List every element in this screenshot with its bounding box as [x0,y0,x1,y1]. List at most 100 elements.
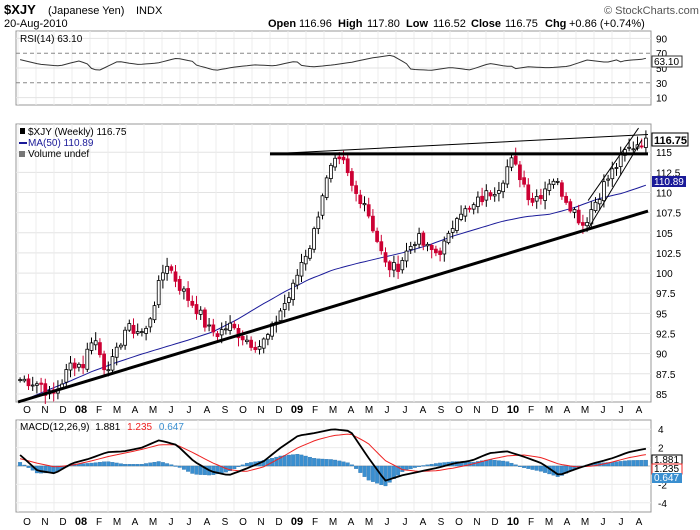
candle-body [518,164,522,181]
price-tick-label: 100 [656,269,673,280]
candle-body [379,241,384,252]
macd-hist-bar [97,462,102,467]
candle-body [299,262,304,277]
candle-body [522,177,526,185]
candle-body [35,383,39,386]
candle-body [404,250,409,262]
trendlines [17,127,649,404]
macd-hist-bar [211,465,216,475]
macd-hist-bar [559,465,564,476]
candle-body [182,288,186,292]
chg-value: +0.86 (+0.74%) [569,18,645,30]
macd-hist-bar [39,465,44,474]
candle-body [64,369,69,383]
macd-tag-3: 0.647 [654,473,679,484]
macd-hist-bar [118,463,123,467]
candle-body [337,156,342,160]
candle-body [22,378,27,382]
ma-tag: 110.89 [654,177,684,188]
x-tick-label: J [619,517,624,528]
trendline-channel-upper [587,127,639,201]
open-label: Open [268,18,296,30]
macd-hist-bar [244,462,249,467]
candle-body [211,324,216,333]
candle-body [93,340,98,346]
candle-body [161,272,165,281]
x-tick-label: J [619,405,624,416]
candle-body [551,180,556,185]
volume-legend-swatch [19,151,25,157]
candle-body [534,196,539,202]
macd-hist-bar [93,462,98,467]
candle-body [614,167,619,169]
macd-hist-bar [421,465,426,467]
macd-hist-bar [265,459,270,467]
candle-body [312,228,316,250]
volume-legend-text: Volume undef [28,149,89,160]
price-tick-labels: 85 87.5 90 92.5 95 97.5 100 102.5 105 107.5 110 112… [656,148,681,401]
price-tick-label: 90 [656,350,668,361]
candle-body [261,338,266,349]
price-tick-label: 107.5 [656,209,681,220]
x-tick-label: J [169,405,174,416]
macd-hist-bar [181,465,186,470]
macd-tag-1: 1.881 [654,455,679,466]
price-tick-label: 95 [656,309,668,320]
symbol-title: $XJY [4,2,36,17]
x-tick-label: J [169,517,174,528]
candle-body [224,328,228,331]
exchange-label: INDX [136,5,163,17]
rsi-tick-label: 50 [656,64,668,75]
macd-hist-bar [228,465,233,472]
x-tick-label: A [204,517,211,528]
x-tick-label: O [23,517,31,528]
ma50-line [19,184,647,403]
price-x-axis: O N D 08 F M A M J J A S O N D 09 F M A M J J A S O N D 10 F M A M J J A [23,404,643,416]
macd-hist-bar [215,465,220,475]
candle-body [144,327,148,334]
macd-hist-bar [383,465,388,487]
candle-body [341,156,346,161]
macd-hist-bar [22,464,27,467]
candle-body [375,230,379,242]
x-tick-label: M [149,405,157,416]
macd-hist-bar [501,460,506,467]
trendline-channel-lower [587,139,643,230]
macd-hist-bar [530,465,535,470]
x-tick-label: J [403,405,408,416]
candle-body [350,171,354,186]
candle-body [471,204,476,210]
rsi-tick-label: 70 [656,49,668,60]
candle-body [602,181,606,202]
macd-signal-line [19,433,646,472]
rsi-tick-label: 10 [656,94,668,105]
candle-body [215,333,220,338]
macd-hist-bar [156,461,161,467]
macd-hist-bar [509,462,514,467]
macd-legend-v2: 1.235 [127,422,152,433]
candle-body [198,309,203,315]
macd-hist-bar [492,459,497,467]
candle-body [455,218,459,231]
candle-body [68,362,73,371]
macd-hist-bar [173,465,178,467]
candle-body [194,304,199,315]
x-tick-label: N [473,517,480,528]
price-legend: $XJY (Weekly) 116.75 MA(50) 110.89 Volum… [19,127,127,160]
candle-body [459,213,463,220]
candle-body [509,157,514,168]
trendline-rising-support [17,209,649,404]
candle-body [249,339,253,348]
candle-body [362,203,367,206]
macd-panel: 420-2-4 MACD(12,26,9) 1.881 1.235 0.647 … [15,419,683,513]
x-tick-label: N [41,517,48,528]
macd-hist-bar [102,461,107,467]
price-tag-box [651,132,689,147]
x-tick-label: F [528,405,534,416]
x-tick-label: S [222,405,229,416]
macd-hist-bar [345,462,350,467]
candle-body [257,346,262,350]
macd-hist-bar [429,463,434,467]
macd-hist-bar [190,465,195,474]
x-tick-label: S [438,517,445,528]
